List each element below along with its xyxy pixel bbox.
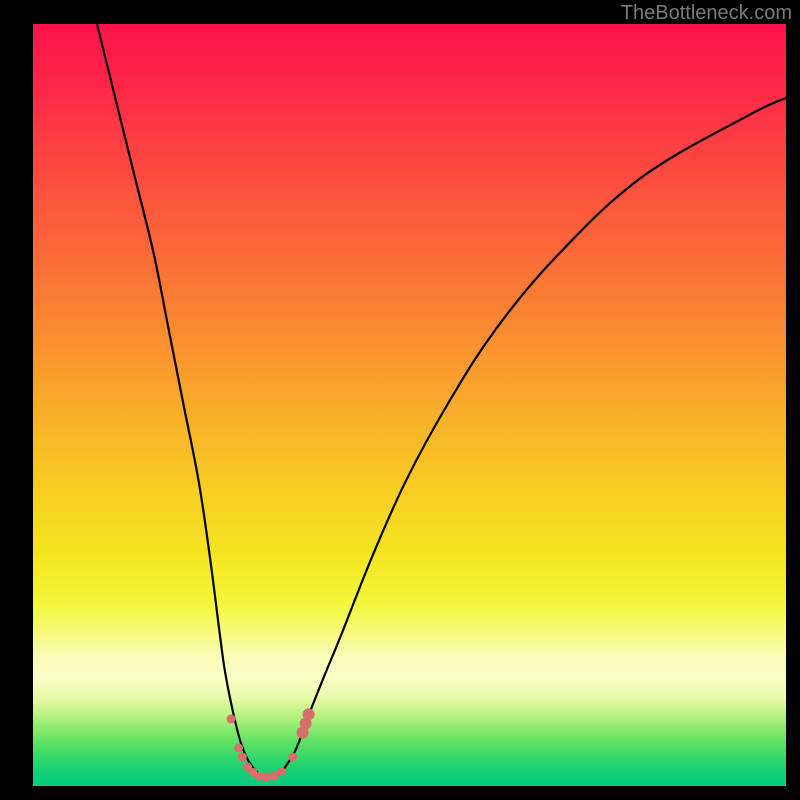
watermark-text: TheBottleneck.com (621, 2, 792, 25)
marker-point (227, 714, 236, 723)
marker-point (277, 767, 286, 776)
bottleneck-chart (0, 0, 800, 800)
marker-point (288, 753, 297, 762)
marker-point (238, 753, 247, 762)
chart-container: { "watermark": { "text": "TheBottleneck.… (0, 0, 800, 800)
marker-point (303, 708, 315, 720)
plot-background (33, 24, 786, 786)
marker-point (269, 772, 278, 781)
marker-point (234, 743, 243, 752)
